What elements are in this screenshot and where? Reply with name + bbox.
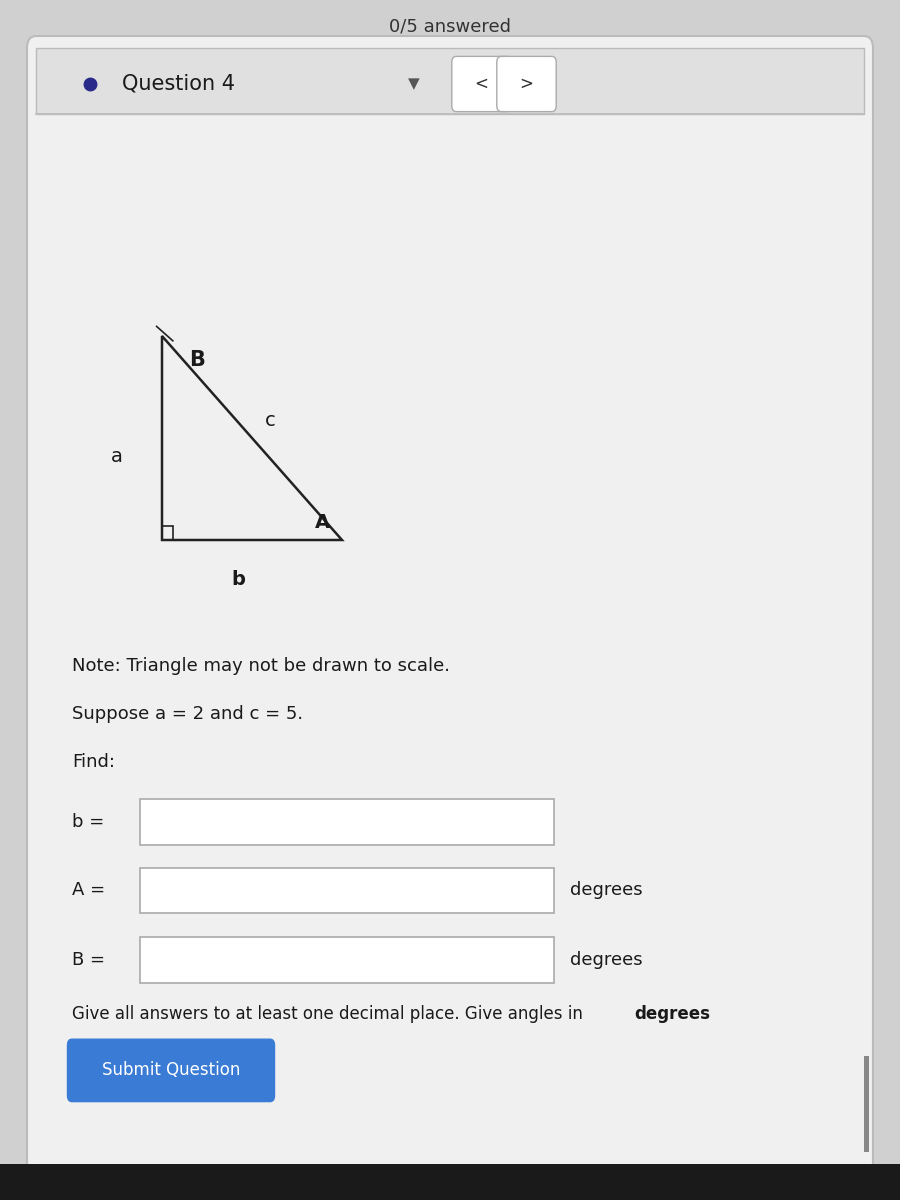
Text: Submit Question: Submit Question [102,1061,240,1080]
Text: B: B [189,350,205,370]
FancyBboxPatch shape [140,799,554,845]
Text: 0/5 answered: 0/5 answered [389,17,511,35]
FancyBboxPatch shape [497,56,556,112]
Text: Give all answers to at least one decimal place. Give angles in: Give all answers to at least one decimal… [72,1006,588,1022]
FancyBboxPatch shape [27,36,873,1176]
Text: degrees: degrees [570,950,643,970]
Text: A: A [315,512,330,532]
Text: Question 4: Question 4 [122,74,235,94]
Text: degrees: degrees [570,881,643,900]
Bar [36,48,864,114]
Text: <: < [474,74,489,92]
FancyBboxPatch shape [140,868,554,913]
Text: b: b [231,570,246,589]
FancyBboxPatch shape [140,937,554,983]
Text: ▼: ▼ [408,77,420,91]
Text: A =: A = [72,881,105,900]
FancyBboxPatch shape [452,56,511,112]
Text: b =: b = [72,814,104,830]
Text: c: c [265,410,275,430]
Bar [162,526,173,540]
Text: >: > [519,74,534,92]
Text: Note: Triangle may not be drawn to scale.: Note: Triangle may not be drawn to scale… [72,658,450,674]
Bar [864,1056,869,1152]
Text: Suppose a = 2 and c = 5.: Suppose a = 2 and c = 5. [72,704,303,722]
Bar [0,1164,900,1200]
FancyBboxPatch shape [68,1039,274,1102]
Text: B =: B = [72,950,105,970]
Text: degrees: degrees [634,1006,710,1022]
Text: Find:: Find: [72,754,115,770]
Text: a: a [111,446,123,466]
